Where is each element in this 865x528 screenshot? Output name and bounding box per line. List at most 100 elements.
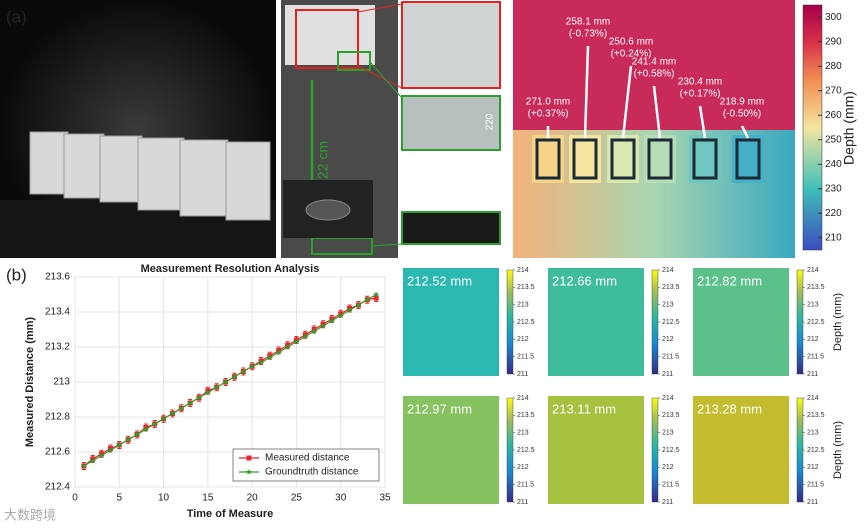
tile-label: 212.97 mm xyxy=(407,401,472,416)
colorbar-tick-label: 212.5 xyxy=(662,319,680,326)
colorbar-tick-label: 214 xyxy=(662,395,674,402)
distance-label: 22 cm xyxy=(315,141,331,179)
colorbar-tick-label: 213.5 xyxy=(662,412,680,419)
y-tick-label: 213.4 xyxy=(45,307,70,318)
colorbar-tick-label: 213 xyxy=(807,430,819,437)
colorbar-tick-label: 213.5 xyxy=(807,284,825,291)
marker xyxy=(151,421,158,427)
y-tick-label: 213.6 xyxy=(45,272,70,283)
marker xyxy=(143,426,149,432)
marker xyxy=(311,328,317,334)
marker xyxy=(246,455,252,461)
pointer xyxy=(740,125,750,139)
depth-tile xyxy=(693,268,789,376)
pointer xyxy=(621,65,633,139)
colorbar-tick-label: 213 xyxy=(517,302,529,309)
colorbar-tick-label: 250 xyxy=(825,134,842,145)
marker xyxy=(213,384,220,390)
cards xyxy=(29,131,271,221)
depth-change: (+0.24%) xyxy=(611,49,652,60)
line xyxy=(83,293,377,467)
marker xyxy=(107,447,114,453)
red-box xyxy=(295,9,359,69)
marker xyxy=(222,379,229,385)
marker xyxy=(258,359,264,366)
tile-colorbar xyxy=(796,397,804,503)
colorbar-tick-label: 270 xyxy=(825,85,842,96)
link xyxy=(371,243,403,247)
x-tick-label: 35 xyxy=(379,493,391,504)
x-tick-label: 0 xyxy=(72,493,78,504)
depth-value: 241.4 mm xyxy=(632,57,676,68)
depth-change: (+0.58%) xyxy=(634,69,675,80)
colorbar-tick-label: 230 xyxy=(825,183,842,194)
inset-green-bottom xyxy=(401,211,501,245)
marker xyxy=(355,302,362,308)
depth-tile xyxy=(403,268,499,376)
colorbar-tick-label: 211 xyxy=(807,499,818,506)
tile-label: 213.11 mm xyxy=(552,401,616,416)
tile-colorbar xyxy=(651,269,659,375)
y-tick-label: 213 xyxy=(53,377,70,388)
colorbar-tick-label: 213 xyxy=(517,430,529,437)
marker xyxy=(320,323,326,329)
depth-change: (-0.73%) xyxy=(569,29,607,40)
colorbar-tick-label: 213 xyxy=(662,302,674,309)
pointer xyxy=(583,45,590,139)
colorbar-tick-label: 280 xyxy=(825,61,842,72)
y-axis-label: Measured Distance (mm) xyxy=(24,317,36,448)
watermark: 大数跨境 xyxy=(4,507,56,522)
link xyxy=(369,61,403,99)
colorbar-tick-label: 211.5 xyxy=(517,482,534,489)
link xyxy=(357,3,403,13)
marker xyxy=(246,469,252,475)
marker xyxy=(98,452,105,458)
colorbar-tick-label: 211 xyxy=(662,499,673,506)
x-axis-label: Time of Measure xyxy=(187,508,274,520)
ruler-label: 220 xyxy=(485,113,496,130)
x-tick-label: 5 xyxy=(117,493,123,504)
colorbar-tick-label: 212 xyxy=(807,336,819,343)
x-tick-label: 15 xyxy=(202,493,214,504)
marker xyxy=(205,389,211,395)
marker xyxy=(160,415,167,422)
x-tick-label: 10 xyxy=(158,493,170,504)
depth-tile xyxy=(548,268,644,376)
colorbar-tick-label: 212.5 xyxy=(807,447,825,454)
colorbar-label: Depth (mm) xyxy=(832,421,844,479)
marker xyxy=(329,317,335,324)
marker xyxy=(284,344,291,350)
colorbar-tick-label: 211 xyxy=(517,499,528,506)
link xyxy=(357,65,403,89)
depth-change: (-0.50%) xyxy=(723,109,761,120)
marker xyxy=(240,368,247,374)
colorbar-tick-label: 213 xyxy=(662,430,674,437)
colorbar-tick-label: 211 xyxy=(662,371,673,378)
marker xyxy=(302,333,309,339)
colorbar-tick-label: 211 xyxy=(807,371,818,378)
depth-value: 250.6 mm xyxy=(609,37,653,48)
panel-label: (a) xyxy=(6,7,27,26)
colorbar-tick-label: 290 xyxy=(825,36,842,47)
colorbar-tick-label: 214 xyxy=(807,395,819,402)
panel-label: (b) xyxy=(6,265,27,284)
depth-value: 258.1 mm xyxy=(566,17,610,28)
colorbar-label: Depth (mm) xyxy=(841,91,857,165)
colorbar-tick-label: 213.5 xyxy=(662,284,680,291)
tile-colorbar xyxy=(651,397,659,503)
depth-value: 218.9 mm xyxy=(720,97,764,108)
colorbar-tick-label: 214 xyxy=(662,267,674,274)
colorbar-tick-label: 214 xyxy=(517,395,529,402)
colorbar-tick-label: 213.5 xyxy=(517,412,535,419)
colorbar-tick-label: 212.5 xyxy=(517,319,535,326)
marker xyxy=(373,295,379,301)
legend-label: Measured distance xyxy=(265,453,350,464)
card-stack xyxy=(285,5,375,65)
colorbar-tick-label: 212 xyxy=(662,336,674,343)
depth-tile xyxy=(548,396,644,504)
inset-green xyxy=(401,95,501,151)
chart-title: Measurement Resolution Analysis xyxy=(141,263,320,275)
legend xyxy=(232,448,380,482)
x-tick-label: 25 xyxy=(291,493,303,504)
